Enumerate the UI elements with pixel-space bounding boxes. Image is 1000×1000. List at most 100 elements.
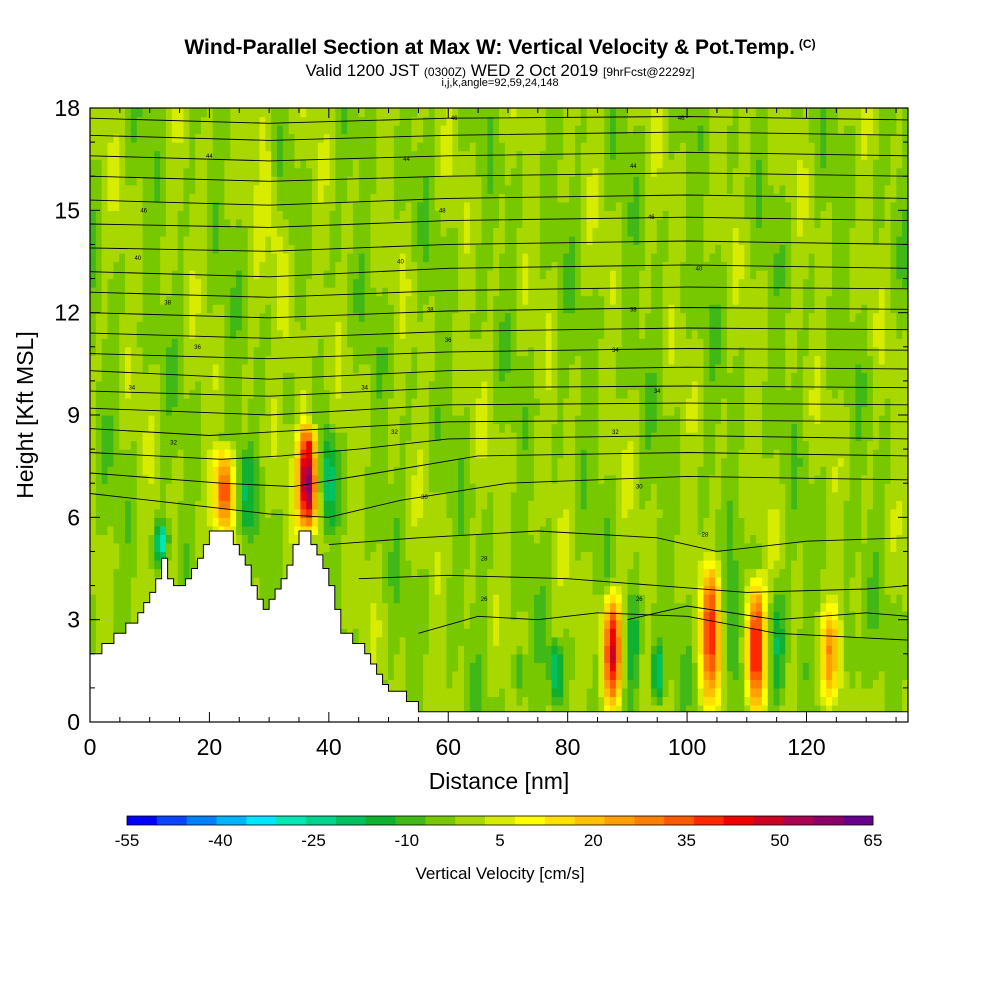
field-cell [499,619,506,629]
field-cell [539,474,547,484]
field-cell [487,466,494,476]
field-cell [802,474,810,484]
field-cell [247,500,255,510]
field-cell [154,483,161,493]
field-cell [826,517,833,527]
field-cell [732,679,740,689]
field-cell [312,500,319,510]
field-cell [545,577,553,587]
field-cell [253,457,261,467]
field-cell [271,559,278,570]
field-cell [785,619,792,629]
field-cell [621,687,629,698]
field-cell [253,423,261,433]
field-cell [674,500,681,510]
field-cell [773,423,781,433]
field-cell [259,551,266,561]
field-cell [802,594,810,604]
field-cell [767,525,775,535]
field-cell [259,432,266,442]
field-cell [247,517,255,527]
field-cell [557,500,564,510]
field-cell [685,602,693,612]
field-cell [475,525,483,535]
field-cell [732,577,740,587]
field-cell [201,423,208,433]
field-cell [528,415,535,425]
field-cell [510,415,518,425]
field-cell [165,568,173,578]
field-cell [767,534,775,544]
field-cell [510,594,518,604]
field-cell [709,602,716,612]
field-cell [726,602,734,612]
field-cell [849,602,857,612]
field-cell [592,508,599,518]
field-cell [715,525,722,535]
field-cell [779,611,786,621]
field-cell [352,577,360,587]
field-cell [288,474,296,484]
field-cell [621,457,629,467]
field-cell [592,585,599,595]
field-cell [458,611,465,621]
field-cell [645,662,652,672]
field-cell [341,551,348,561]
field-cell [475,542,483,553]
field-cell [832,696,839,706]
field-cell [294,474,301,484]
field-cell [744,653,751,663]
field-cell [639,636,646,646]
field-cell [574,687,582,698]
field-cell [90,568,97,578]
field-cell [288,517,296,527]
field-cell [487,568,494,578]
field-cell [697,432,705,442]
field-cell [130,542,138,553]
field-cell [434,542,442,553]
field-cell [446,679,453,689]
field-cell [271,508,278,518]
field-cell [522,423,529,433]
field-cell [744,508,751,518]
field-cell [358,577,366,587]
field-cell [849,679,857,689]
field-cell [796,585,804,595]
field-cell [463,611,471,621]
field-cell [171,466,179,476]
field-cell [458,636,465,646]
field-cell [884,559,892,570]
field-cell [890,687,897,698]
field-cell [382,508,389,518]
field-cell [814,602,821,612]
field-cell [796,449,804,459]
field-cell [423,611,430,621]
field-cell [335,559,342,570]
field-cell [878,491,886,501]
field-cell [446,559,453,570]
field-cell [680,525,687,535]
field-cell [411,559,418,570]
field-cell [621,508,629,518]
field-cell [656,602,664,612]
field-cell [107,440,114,450]
field-cell [808,653,816,663]
field-cell [165,491,173,501]
field-cell [452,551,459,561]
field-cell [545,551,553,561]
field-cell [493,645,500,655]
field-cell [551,636,559,646]
field-cell [487,500,494,510]
field-cell [796,611,804,621]
field-cell [428,551,436,561]
field-cell [791,423,798,433]
field-cell [726,636,734,646]
field-cell [417,704,424,715]
field-cell [499,449,506,459]
field-cell [539,500,547,510]
field-cell [387,679,395,689]
field-cell [902,449,908,459]
field-cell [335,517,342,527]
field-cell [358,483,366,493]
field-cell [615,525,623,535]
